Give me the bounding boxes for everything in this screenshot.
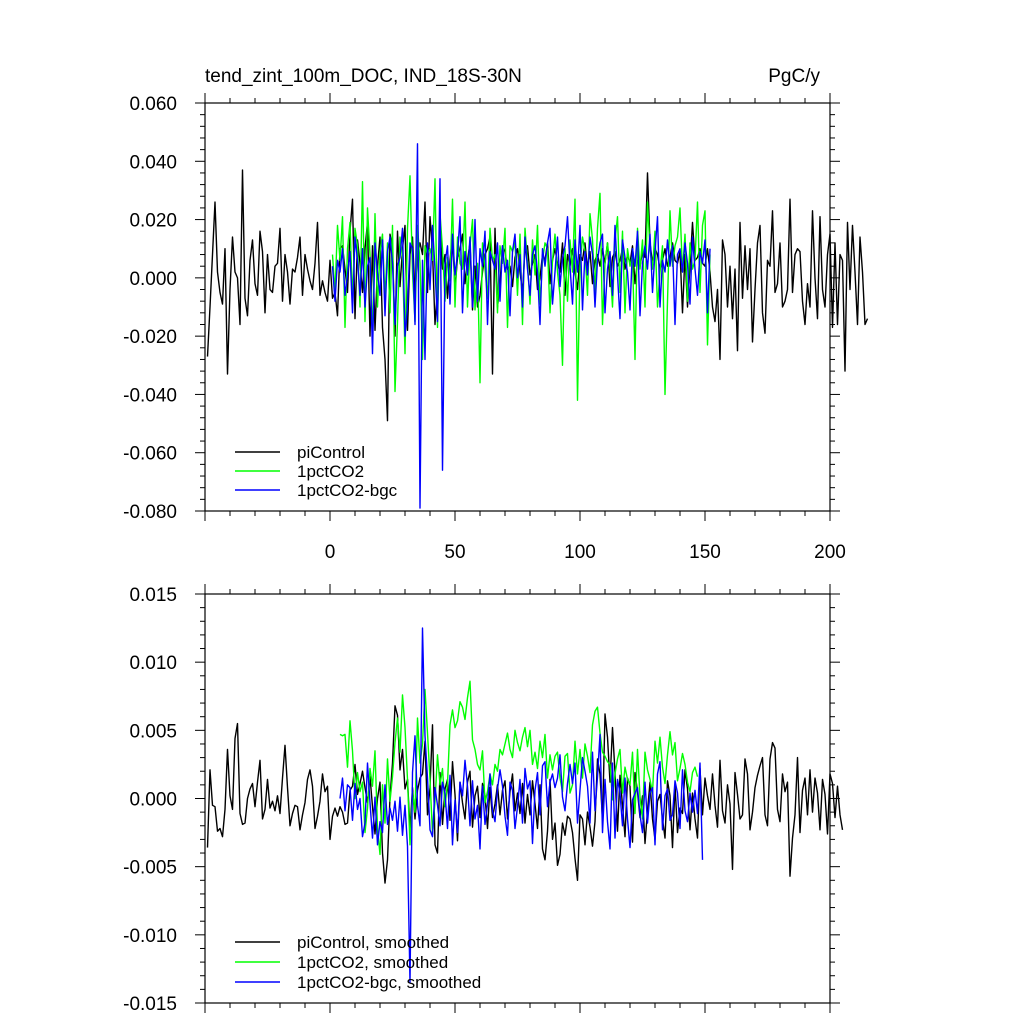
x-tick-label: 200 [814,542,846,563]
y-tick-label: -0.015 [123,994,177,1015]
legend-label: 1pctCO2 [297,462,364,481]
y-tick-label: 0.000 [129,269,177,290]
y-tick-label: -0.005 [123,858,177,879]
y-tick-label: 0.000 [129,790,177,811]
legend-label: piControl, smoothed [297,933,449,952]
series-line-1pctco2-bgc-smoothed [339,627,704,984]
series-line-picontrol [206,169,869,422]
y-tick-label: 0.005 [129,721,177,742]
x-tick-label: 50 [444,542,465,563]
series-line-1pctco2-smoothed [339,680,699,856]
x-tick-label: 150 [689,542,721,563]
y-tick-label: 0.020 [129,211,177,232]
y-tick-label: 0.040 [129,152,177,173]
plot-frame [204,102,831,512]
panel-1-title: tend_zint_100m_DOC, IND_18S-30N [205,66,522,87]
y-tick-label: -0.040 [123,385,177,406]
panel-1-plot: 0 50 100 150 200 0.060 0.040 0.020 0.000 -0.020 -0… [123,93,869,563]
panel-1-units: PgC/y [768,66,820,87]
legend-label: piControl [297,443,365,462]
series-line-picontrol-smoothed [206,705,844,884]
y-tick-label: -0.010 [123,926,177,947]
x-tick-label: 0 [325,542,336,563]
y-tick-label: -0.060 [123,444,177,465]
legend-label: 1pctCO2-bgc [297,481,398,500]
legend-label: 1pctCO2, smoothed [297,953,448,972]
y-tick-label: -0.020 [123,327,177,348]
y-tick-label: 0.010 [129,653,177,674]
y-tick-label: 0.015 [129,585,177,606]
y-tick-label: -0.080 [123,502,177,523]
series-line-1pctco2-bgc [331,143,711,509]
panel-2-plot: 0.015 0.010 0.005 0.000 -0.005 -0.010 -0.015 pi… [123,584,844,1015]
x-tick-label: 100 [564,542,596,563]
y-tick-label: 0.060 [129,94,177,115]
legend-label: 1pctCO2-bgc, smoothed [297,973,481,992]
